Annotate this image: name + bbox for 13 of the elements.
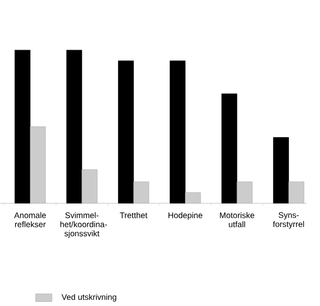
x-tick-label: Tretthet xyxy=(120,212,148,218)
bar xyxy=(170,60,186,204)
x-tick-label: Svimmel-het/koordina-sjonssvikt xyxy=(60,212,107,238)
bar xyxy=(273,137,289,204)
bar xyxy=(66,50,82,204)
bar xyxy=(221,93,238,204)
x-tick-label: Syns-forstyrrel xyxy=(272,212,304,228)
bar xyxy=(118,60,134,204)
bar xyxy=(14,50,30,204)
x-tick-label: Hodepine xyxy=(168,212,202,220)
x-tick-label: Anomale reflekser xyxy=(14,212,46,228)
x-tick-label: Motoriske utfall xyxy=(220,212,254,228)
legend-label: Ved utskrivning xyxy=(62,294,116,302)
